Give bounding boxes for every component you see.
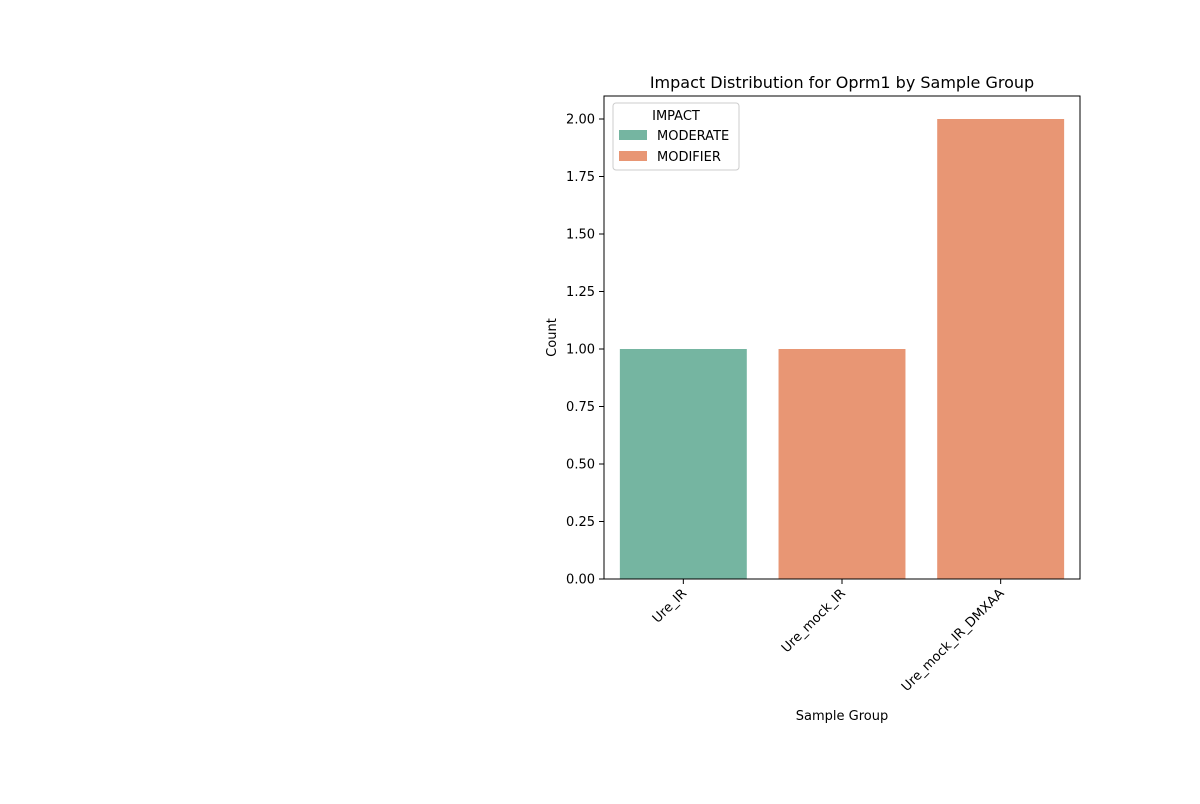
legend-swatch-moderate [619, 130, 647, 140]
y-tick-label: 1.25 [566, 285, 595, 300]
legend-swatch-modifier [619, 151, 647, 161]
y-axis-label: Count [545, 318, 560, 357]
x-axis: Ure_IR Ure_mock_IR Ure_mock_IR_DMXAA [650, 579, 1008, 695]
x-tick-label: Ure_mock_IR_DMXAA [899, 586, 1008, 695]
y-axis: 0.00 0.25 0.50 0.75 1.00 1.25 1.50 1.75 2.00 [566, 113, 604, 588]
y-tick-label: 1.50 [566, 228, 595, 243]
x-tick-label: Ure_IR [650, 586, 690, 626]
legend-entry-modifier: MODIFIER [657, 150, 721, 165]
y-tick-label: 1.75 [566, 170, 595, 185]
legend-entry-moderate: MODERATE [657, 129, 729, 144]
bar-ure-mock-ir-dmxaa [937, 119, 1065, 579]
legend: IMPACT MODERATE MODIFIER [612, 102, 740, 171]
y-tick-label: 0.50 [566, 458, 595, 473]
legend-title: IMPACT [652, 109, 700, 124]
x-tick-label: Ure_mock_IR [779, 586, 849, 656]
chart-title: Impact Distribution for Oprm1 by Sample … [650, 73, 1034, 92]
plot-frame [603, 95, 1081, 580]
y-tick-label: 0.75 [566, 400, 595, 415]
y-tick-label: 0.25 [566, 515, 595, 530]
bar-ure-ir [619, 349, 747, 579]
bars-group [619, 119, 1065, 579]
y-tick-label: 1.00 [566, 343, 595, 358]
y-tick-label: 0.00 [566, 573, 595, 588]
x-axis-label: Sample Group [796, 709, 888, 724]
bar-ure-mock-ir [778, 349, 906, 579]
y-tick-label: 2.00 [566, 113, 595, 128]
